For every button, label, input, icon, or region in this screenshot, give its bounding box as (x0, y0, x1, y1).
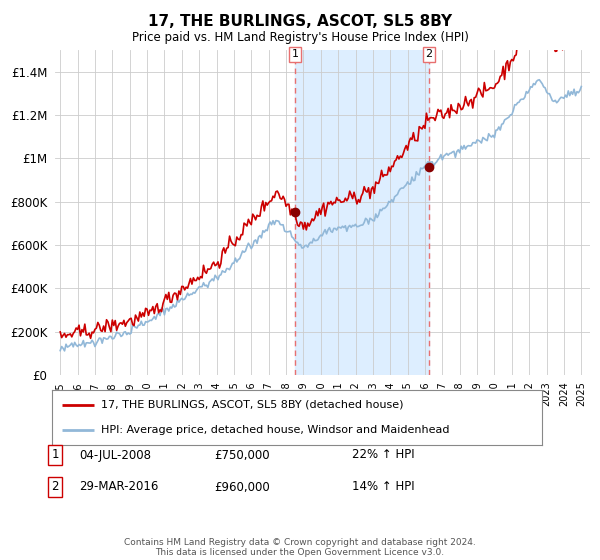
Text: 14% ↑ HPI: 14% ↑ HPI (352, 480, 415, 493)
Text: 22% ↑ HPI: 22% ↑ HPI (352, 449, 415, 461)
Text: 17, THE BURLINGS, ASCOT, SL5 8BY: 17, THE BURLINGS, ASCOT, SL5 8BY (148, 14, 452, 29)
Text: 2: 2 (51, 480, 59, 493)
Text: £750,000: £750,000 (214, 449, 269, 461)
Text: Contains HM Land Registry data © Crown copyright and database right 2024.
This d: Contains HM Land Registry data © Crown c… (124, 538, 476, 557)
Text: 2: 2 (425, 49, 433, 59)
Text: 1: 1 (51, 449, 59, 461)
Text: Price paid vs. HM Land Registry's House Price Index (HPI): Price paid vs. HM Land Registry's House … (131, 31, 469, 44)
Text: £960,000: £960,000 (214, 480, 270, 493)
Text: 04-JUL-2008: 04-JUL-2008 (79, 449, 151, 461)
Text: 1: 1 (292, 49, 298, 59)
Text: 17, THE BURLINGS, ASCOT, SL5 8BY (detached house): 17, THE BURLINGS, ASCOT, SL5 8BY (detach… (101, 400, 404, 410)
Text: 29-MAR-2016: 29-MAR-2016 (79, 480, 158, 493)
Text: HPI: Average price, detached house, Windsor and Maidenhead: HPI: Average price, detached house, Wind… (101, 425, 449, 435)
Bar (295, 50, 429, 375)
